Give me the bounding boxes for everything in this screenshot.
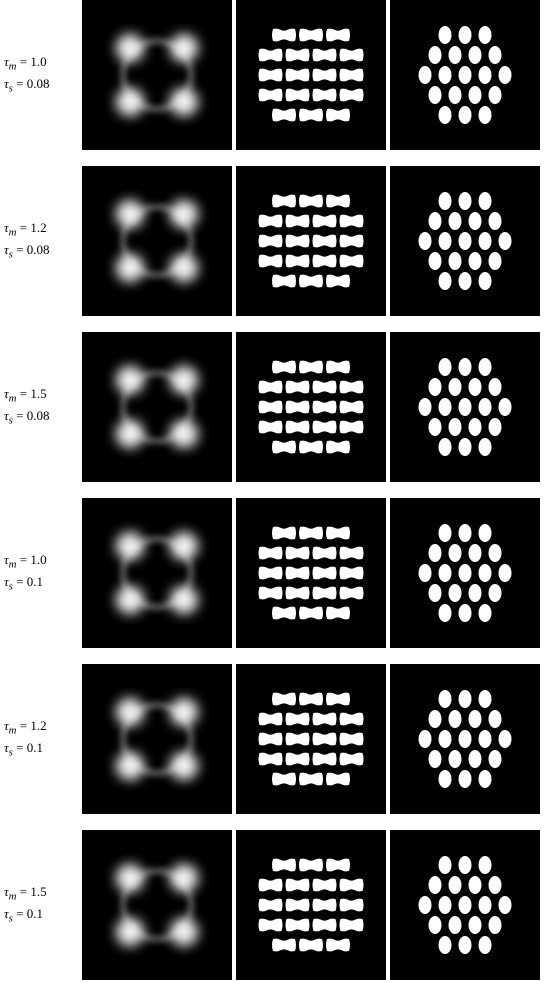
tau-s-value: 0.08 (27, 76, 50, 91)
panel-col-b (236, 332, 386, 482)
panel-col-a (82, 0, 232, 150)
tau-s-value: 0.1 (27, 906, 43, 921)
tau-m-value: 1.5 (30, 386, 46, 401)
param-label: τm = 1.2τs = 0.08 (0, 219, 78, 263)
param-label: τm = 1.0τs = 0.1 (0, 551, 78, 595)
panel-col-c (390, 166, 540, 316)
tau-s-label: τs = 0.1 (4, 905, 78, 927)
tau-s-value: 0.08 (27, 242, 50, 257)
param-row: τm = 1.5τs = 0.1 (0, 830, 549, 980)
tau-m-label: τm = 1.0 (4, 551, 78, 573)
tau-s-label: τs = 0.08 (4, 407, 78, 429)
tau-m-value: 1.0 (30, 552, 46, 567)
panel-col-c (390, 498, 540, 648)
param-label: τm = 1.0τs = 0.08 (0, 53, 78, 97)
tau-s-value: 0.1 (27, 740, 43, 755)
panel-col-c (390, 830, 540, 980)
panel-col-c (390, 0, 540, 150)
param-row: τm = 1.2τs = 0.1 (0, 664, 549, 814)
tau-s-label: τs = 0.08 (4, 241, 78, 263)
param-label: τm = 1.2τs = 0.1 (0, 717, 78, 761)
param-row: τm = 1.0τs = 0.08 (0, 0, 549, 150)
param-row: τm = 1.2τs = 0.08 (0, 166, 549, 316)
tau-m-value: 1.5 (30, 884, 46, 899)
panel-col-b (236, 830, 386, 980)
panel-col-a (82, 166, 232, 316)
tau-m-label: τm = 1.2 (4, 717, 78, 739)
panel-col-a (82, 830, 232, 980)
panel-col-c (390, 332, 540, 482)
tau-s-label: τs = 0.1 (4, 573, 78, 595)
panel-col-b (236, 0, 386, 150)
panel-col-a (82, 498, 232, 648)
tau-m-label: τm = 1.0 (4, 53, 78, 75)
tau-m-value: 1.2 (30, 220, 46, 235)
panel-col-a (82, 664, 232, 814)
param-row: τm = 1.0τs = 0.1 (0, 498, 549, 648)
tau-m-value: 1.0 (30, 54, 46, 69)
panel-col-b (236, 166, 386, 316)
panel-col-c (390, 664, 540, 814)
tau-m-label: τm = 1.5 (4, 385, 78, 407)
tau-m-label: τm = 1.5 (4, 883, 78, 905)
tau-s-value: 0.08 (27, 408, 50, 423)
tau-s-value: 0.1 (27, 574, 43, 589)
panel-col-a (82, 332, 232, 482)
tau-m-value: 1.2 (30, 718, 46, 733)
param-label: τm = 1.5τs = 0.1 (0, 883, 78, 927)
param-label: τm = 1.5τs = 0.08 (0, 385, 78, 429)
panel-col-b (236, 498, 386, 648)
panel-col-b (236, 664, 386, 814)
param-row: τm = 1.5τs = 0.08 (0, 332, 549, 482)
tau-m-label: τm = 1.2 (4, 219, 78, 241)
tau-s-label: τs = 0.1 (4, 739, 78, 761)
tau-s-label: τs = 0.08 (4, 75, 78, 97)
